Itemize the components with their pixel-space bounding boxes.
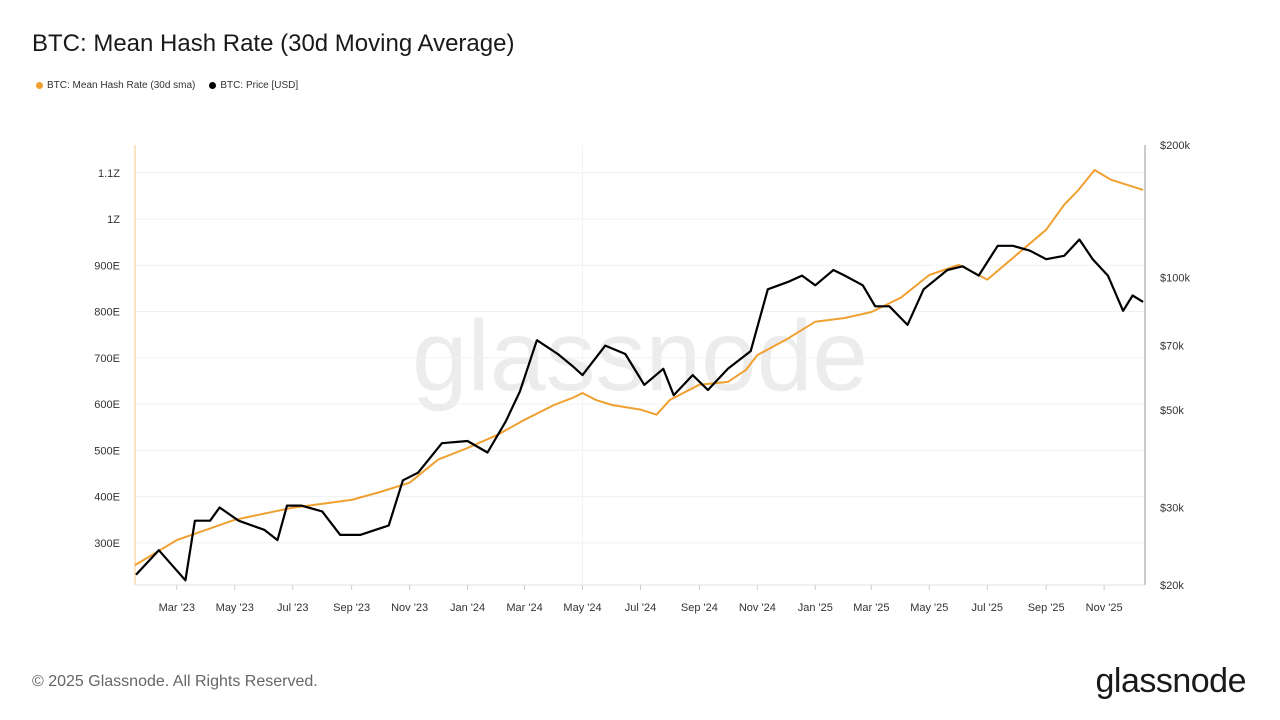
legend-label: BTC: Mean Hash Rate (30d sma)	[47, 80, 196, 91]
x-tick-label: Jul '24	[625, 602, 656, 614]
x-tick-label: Nov '25	[1086, 602, 1123, 614]
grid	[134, 145, 1146, 586]
legend-label: BTC: Price [USD]	[220, 80, 299, 91]
y-left-tick-label: 600E	[94, 399, 120, 411]
x-tick-label: Mar '24	[506, 602, 542, 614]
x-tick-label: Sep '24	[681, 602, 718, 614]
y-left-tick-label: 800E	[94, 307, 120, 319]
hash-rate-line	[134, 169, 1144, 566]
series	[134, 169, 1144, 582]
price-line	[135, 238, 1144, 582]
copyright: © 2025 Glassnode. All Rights Reserved.	[32, 673, 318, 690]
x-tick-label: Sep '23	[333, 602, 370, 614]
legend-dot-icon	[209, 82, 217, 89]
watermark: glassnode	[412, 300, 868, 412]
x-tick-label: Jul '25	[972, 602, 1003, 614]
y-right-tick-label: $30k	[1160, 503, 1184, 515]
y-right-tick-label: $20k	[1160, 580, 1184, 592]
chart-title: BTC: Mean Hash Rate (30d Moving Average)	[32, 30, 515, 57]
x-tick-label: Nov '23	[391, 602, 428, 614]
y-right-tick-label: $100k	[1160, 272, 1190, 284]
x-tick-label: Jan '25	[798, 602, 833, 614]
legend-item-price[interactable]: BTC: Price [USD]	[209, 80, 298, 91]
legend-item-hash-rate[interactable]: BTC: Mean Hash Rate (30d sma)	[36, 80, 195, 91]
y-left-tick-label: 900E	[94, 260, 120, 272]
x-tick-label: Nov '24	[739, 602, 776, 614]
y-right-tick-label: $50k	[1160, 405, 1184, 417]
legend-dot-icon	[36, 82, 43, 89]
y-left-tick-label: 1Z	[107, 214, 120, 226]
y-right-tick-label: $200k	[1160, 140, 1190, 152]
x-tick-label: Mar '25	[853, 602, 889, 614]
x-tick-label: Jul '23	[277, 602, 308, 614]
y-right-tick-label: $70k	[1160, 341, 1184, 353]
y-axis-left: 300E 400E 500E 600E 700E 800E 900E 1Z 1.1Z	[94, 168, 120, 550]
y-left-tick-label: 1.1Z	[98, 168, 120, 180]
x-tick-label: Sep '25	[1028, 602, 1065, 614]
x-tick-label: May '24	[563, 602, 601, 614]
y-left-tick-label: 300E	[94, 538, 120, 550]
x-tick-label: May '25	[910, 602, 948, 614]
y-left-tick-label: 700E	[94, 353, 120, 365]
y-axis-right: $20k $30k $50k $70k $100k $200k	[1160, 140, 1190, 592]
x-tick-label: Mar '23	[159, 602, 195, 614]
glassnode-logo: glassnode	[1095, 662, 1246, 700]
y-left-tick-label: 400E	[94, 492, 120, 504]
x-tick-label: Jan '24	[450, 602, 485, 614]
y-left-tick-label: 500E	[94, 445, 120, 457]
x-axis: Mar '23 May '23 Jul '23 Sep '23 Nov '23 Jan '…	[159, 585, 1123, 614]
x-tick-label: May '23	[216, 602, 254, 614]
legend: BTC: Mean Hash Rate (30d sma) BTC: Price…	[36, 80, 298, 91]
